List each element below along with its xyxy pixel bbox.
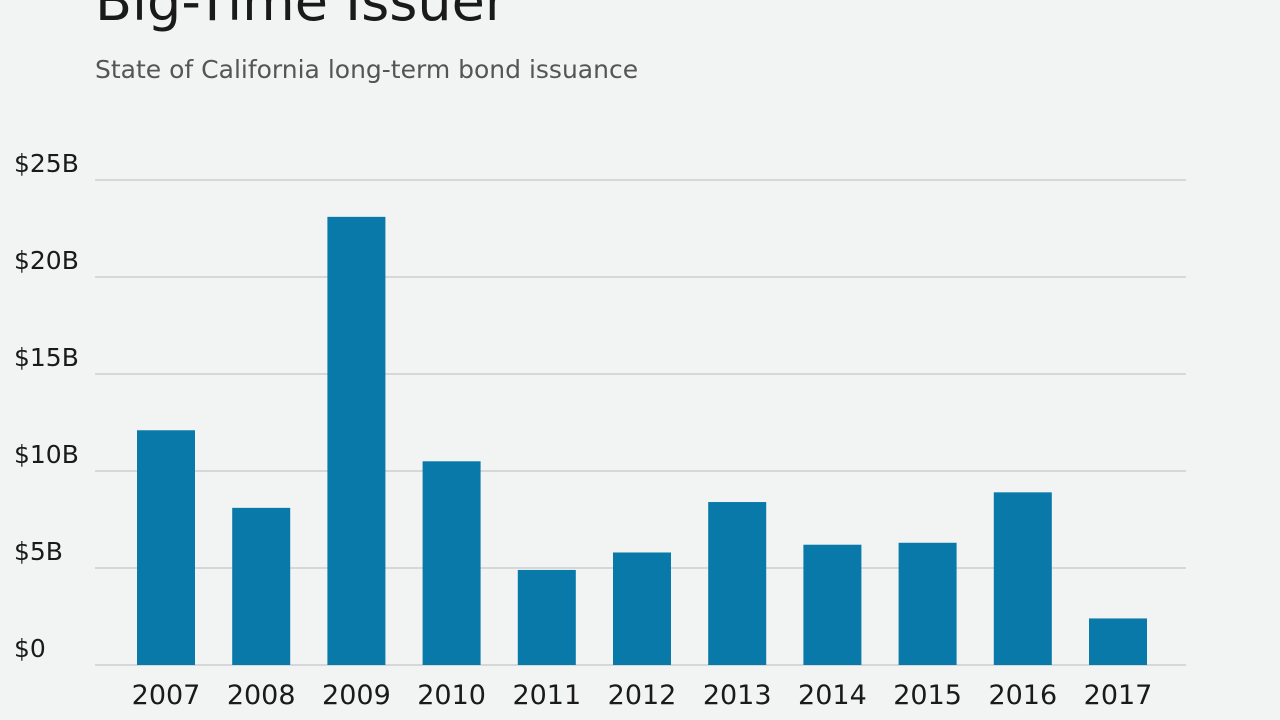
- y-tick-label: $0: [14, 634, 46, 663]
- bar-2012: [613, 552, 671, 665]
- bar-2008: [232, 507, 291, 665]
- y-tick-label: $20B: [14, 246, 79, 275]
- x-tick-label: 2011: [512, 680, 581, 711]
- bar-2015: [898, 542, 957, 665]
- y-axis-ticks: $0 $5B $10B $15B $20B $25B: [14, 149, 79, 663]
- x-tick-label: 2016: [988, 680, 1057, 711]
- x-tick-label: 2010: [417, 680, 486, 711]
- x-tick-label: 2017: [1084, 680, 1153, 711]
- x-tick-label: 2007: [132, 680, 201, 711]
- bar-2009: [327, 216, 386, 666]
- bar-2011: [517, 569, 576, 665]
- chart-title: Big-Time Issuer: [95, 0, 508, 33]
- bar-2016: [993, 492, 1052, 665]
- bars: [137, 216, 1147, 666]
- x-tick-label: 2014: [798, 680, 867, 711]
- y-tick-label: $5B: [14, 537, 63, 566]
- bar-2010: [422, 461, 481, 665]
- x-tick-label: 2013: [703, 680, 772, 711]
- y-tick-label: $15B: [14, 343, 79, 372]
- x-tick-label: 2012: [608, 680, 677, 711]
- y-tick-label: $10B: [14, 440, 79, 469]
- x-tick-label: 2015: [893, 680, 962, 711]
- bar-2013: [708, 502, 767, 665]
- chart-subtitle: State of California long-term bond issua…: [95, 55, 639, 84]
- x-axis-ticks: 2007 2008 2009 2010 2011 2012 2013 2014 2015 2016…: [132, 680, 1153, 711]
- x-tick-label: 2008: [227, 680, 296, 711]
- bar-2007: [137, 430, 195, 665]
- bar-2014: [803, 544, 862, 665]
- bar-2017: [1089, 618, 1147, 665]
- y-tick-label: $25B: [14, 149, 79, 178]
- x-tick-label: 2009: [322, 680, 391, 711]
